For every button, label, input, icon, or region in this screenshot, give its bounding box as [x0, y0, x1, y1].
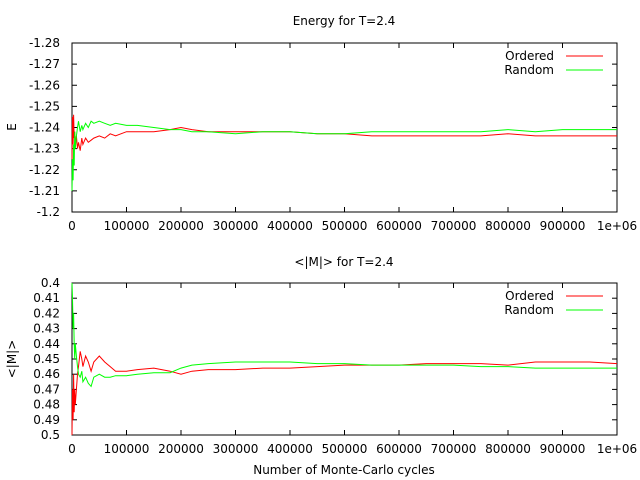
magnetization-x-tick-label: 600000	[376, 442, 422, 456]
magnetization-y-tick-label: 0.48	[33, 398, 60, 412]
energy-x-tick-label: 900000	[540, 219, 586, 233]
magnetization-x-tick-label: 900000	[540, 442, 586, 456]
magnetization-legend-label-random: Random	[504, 303, 554, 317]
energy-legend-label-ordered: Ordered	[505, 49, 554, 63]
energy-y-tick-label: -1.2	[37, 205, 60, 219]
magnetization-x-tick-label: 1e+06	[597, 442, 637, 456]
energy-x-tick-label: 100000	[104, 219, 150, 233]
energy-y-axis-label: E	[5, 123, 19, 131]
magnetization-y-tick-label: 0.43	[33, 322, 60, 336]
energy-x-tick-label: 1e+06	[597, 219, 637, 233]
magnetization-x-tick-label: 800000	[485, 442, 531, 456]
energy-series-line-random	[71, 120, 617, 191]
magnetization-x-axis-label: Number of Monte-Carlo cycles	[253, 463, 435, 477]
magnetization-y-axis-label: <|M|>	[5, 340, 19, 379]
magnetization-y-tick-label: 0.47	[33, 382, 60, 396]
magnetization-x-tick-label: 500000	[322, 442, 368, 456]
magnetization-y-tick-label: 0.45	[33, 352, 60, 366]
energy-y-tick-label: -1.27	[29, 57, 60, 71]
magnetization-x-tick-label: 0	[68, 442, 76, 456]
energy-y-tick-label: -1.22	[29, 163, 60, 177]
magnetization-x-tick-label: 100000	[104, 442, 150, 456]
magnetization-y-tick-label: 0.49	[33, 413, 60, 427]
magnetization-series-line-ordered	[71, 351, 618, 436]
energy-y-tick-label: -1.26	[29, 78, 60, 92]
energy-x-tick-label: 700000	[431, 219, 477, 233]
magnetization-y-tick-label: 0.44	[33, 337, 60, 351]
energy-y-tick-label: -1.21	[29, 184, 60, 198]
energy-chart-title: Energy for T=2.4	[293, 14, 396, 28]
magnetization-x-tick-label: 200000	[158, 442, 204, 456]
energy-y-tick-label: -1.25	[29, 99, 60, 113]
energy-y-tick-label: -1.28	[29, 36, 60, 50]
energy-chart: Energy for T=2.4 E 0 100000 200000 300000 40…	[5, 14, 637, 233]
magnetization-x-tick-label: 700000	[431, 442, 477, 456]
energy-y-tick-label: -1.24	[29, 121, 60, 135]
magnetization-x-tick-label: 400000	[267, 442, 313, 456]
magnetization-y-tick-label: 0.5	[41, 428, 60, 442]
magnetization-x-tick-label: 300000	[213, 442, 259, 456]
magnetization-chart-title: <|M|> for T=2.4	[294, 255, 393, 269]
energy-x-tick-label: 600000	[376, 219, 422, 233]
magnetization-y-tick-label: 0.46	[33, 367, 60, 381]
magnetization-y-tick-label: 0.42	[33, 306, 60, 320]
magnetization-series-line-random	[71, 282, 617, 388]
energy-y-tick-label: -1.23	[29, 142, 60, 156]
magnetization-legend-label-ordered: Ordered	[505, 289, 554, 303]
energy-x-tick-label: 400000	[267, 219, 313, 233]
magnetization-y-tick-label: 0.41	[33, 291, 60, 305]
energy-legend-label-random: Random	[504, 63, 554, 77]
magnetization-y-tick-label: 0.4	[41, 276, 60, 290]
energy-x-tick-label: 300000	[213, 219, 259, 233]
energy-series-line-ordered	[71, 114, 617, 160]
energy-x-tick-label: 0	[68, 219, 76, 233]
magnetization-chart: <|M|> for T=2.4 <|M|> Number of Monte-Ca…	[5, 255, 637, 477]
energy-x-tick-label: 500000	[322, 219, 368, 233]
energy-x-tick-label: 800000	[485, 219, 531, 233]
energy-x-tick-label: 200000	[158, 219, 204, 233]
